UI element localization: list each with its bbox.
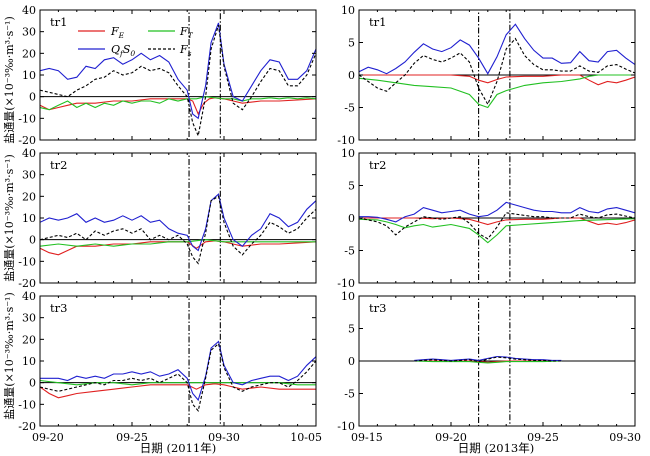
y-tick-label-tr3-2013: -5 xyxy=(344,388,355,401)
panel-tr3-2013: -10 -5 0 5 10 09-15 09-20 09-25 09-30 tr3 xyxy=(337,290,641,444)
y-tick-label-tr3-2013: 0 xyxy=(348,355,355,368)
series-line-qfs0-tr2-2013 xyxy=(359,201,635,223)
panel-tr1-2013: -10 -5 0 5 10 tr1 xyxy=(337,4,636,147)
panel-tag-tr3-2013: tr3 xyxy=(369,301,386,315)
series-group-tr1-2011 xyxy=(40,22,316,138)
panel-tr1-2011: -20 -10 0 10 20 30 40 tr1 xyxy=(18,4,317,147)
y-tick-label-tr2-2011: -10 xyxy=(18,255,36,268)
y-tick-label-tr1-2011: 20 xyxy=(22,47,36,60)
y-tick-label-tr1-2011: 0 xyxy=(29,91,36,104)
x-tick-label-tr3-2011: 09-20 xyxy=(32,431,64,444)
y-tick-label-tr3-2011: -10 xyxy=(18,398,36,411)
y-tick-label-tr1-2011: 40 xyxy=(22,4,36,17)
series-line-qfs0-tr1-2013 xyxy=(359,23,635,75)
y-tick-label-tr3-2013: 10 xyxy=(341,290,355,303)
series-group-tr1-2013 xyxy=(359,23,635,109)
x-tick-label-tr3-2013: 09-20 xyxy=(435,431,467,444)
y-tick-label-tr3-2011: 10 xyxy=(22,355,36,368)
x-tick-label-tr3-2013: 09-30 xyxy=(609,431,641,444)
series-line-fs-tr1-2011 xyxy=(40,25,316,138)
series-line-ft-tr2-2011 xyxy=(40,239,316,247)
x-tick-label-tr3-2011: 09-25 xyxy=(116,431,148,444)
y-tick-label-tr2-2011: -20 xyxy=(18,277,36,290)
y-tick-label-tr2-2011: 0 xyxy=(29,234,36,247)
series-line-qfs0-tr3-2013 xyxy=(414,355,562,361)
event-box-tr3-2011 xyxy=(188,295,221,427)
series-line-fe-tr1-2013 xyxy=(359,74,635,86)
x-axis-label-left: 日期 (2011年) xyxy=(140,441,216,455)
panel-tr3-2011: -20 -10 0 10 20 30 40 09-20 09-25 09-30 10-05 tr3 xyxy=(18,290,322,444)
y-tick-label-tr3-2011: 0 xyxy=(29,377,36,390)
x-axis-label-right: 日期 (2013年) xyxy=(458,441,534,455)
series-line-ft-tr2-2013 xyxy=(359,218,635,244)
y-tick-label-tr2-2011: 40 xyxy=(22,147,36,160)
y-tick-label-tr1-2013: 5 xyxy=(348,37,355,50)
series-line-qfs0-tr3-2011 xyxy=(40,340,316,402)
y-tick-label-tr1-2011: 10 xyxy=(22,69,36,82)
y-axis-label-bottom-left: 盐通量(×10⁻³‰·m³·s⁻¹) xyxy=(3,292,16,419)
x-tick-label-tr3-2011: 09-30 xyxy=(208,431,240,444)
panel-tr2-2011: -20 -10 0 10 20 30 40 tr2 xyxy=(18,147,317,290)
y-tick-label-tr3-2013: -10 xyxy=(337,420,355,433)
y-tick-label-tr3-2011: 20 xyxy=(22,333,36,346)
panel-tag-tr1-2011: tr1 xyxy=(50,15,67,29)
legend-label-qfs0: QfS0 xyxy=(111,43,135,58)
series-line-fs-tr2-2013 xyxy=(359,212,635,240)
series-group-tr3-2011 xyxy=(40,340,316,412)
y-tick-label-tr3-2011: 40 xyxy=(22,290,36,303)
y-tick-label-tr1-2011: -10 xyxy=(18,112,36,125)
y-tick-label-tr2-2013: -10 xyxy=(337,277,355,290)
x-tick-label-tr3-2011: 10-05 xyxy=(290,431,322,444)
legend-label-fs: Fs xyxy=(179,43,192,58)
series-group-tr2-2011 xyxy=(40,193,316,265)
series-line-qfs0-tr1-2011 xyxy=(40,22,316,120)
y-tick-label-tr1-2011: -20 xyxy=(18,134,36,147)
panel-tag-tr2-2013: tr2 xyxy=(369,158,386,172)
x-tick-label-tr3-2013: 09-25 xyxy=(527,431,559,444)
y-tick-label-tr2-2011: 30 xyxy=(22,169,36,182)
plot-frame-tr3-2011 xyxy=(39,295,317,427)
series-line-ft-tr1-2013 xyxy=(359,74,635,109)
series-line-ft-tr3-2013 xyxy=(414,360,562,364)
series-line-fs-tr3-2011 xyxy=(40,342,316,412)
y-tick-label-tr2-2013: -5 xyxy=(344,245,355,258)
y-tick-label-tr2-2013: 10 xyxy=(341,147,355,160)
y-tick-label-tr1-2013: -5 xyxy=(344,102,355,115)
x-tick-label-tr3-2013: 09-15 xyxy=(351,431,383,444)
y-tick-label-tr2-2013: 0 xyxy=(348,212,355,225)
legend-label-ft: FT xyxy=(179,25,194,40)
y-tick-label-tr2-2011: 10 xyxy=(22,212,36,225)
legend-label-fe: FE xyxy=(110,25,125,40)
y-tick-label-tr1-2013: 10 xyxy=(341,4,355,17)
y-tick-label-tr3-2011: -20 xyxy=(18,420,36,433)
y-tick-label-tr1-2013: -10 xyxy=(337,134,355,147)
panel-tag-tr3-2011: tr3 xyxy=(50,301,67,315)
y-tick-label-tr3-2011: 30 xyxy=(22,312,36,325)
series-line-fe-tr3-2011 xyxy=(40,383,316,399)
series-group-tr3-2013 xyxy=(414,355,562,364)
legend: FE FT QfS0 Fs xyxy=(78,25,194,58)
plot-frame-tr1-2011 xyxy=(39,9,317,141)
series-line-fs-tr1-2013 xyxy=(359,37,635,106)
panel-tr2-2013: -10 -5 0 5 10 tr2 xyxy=(337,147,636,290)
series-line-fe-tr2-2011 xyxy=(40,240,316,256)
y-tick-label-tr2-2011: 20 xyxy=(22,190,36,203)
series-line-ft-tr3-2011 xyxy=(40,379,316,386)
panels: -20-10010203040tr1-20-10010203040tr2-20-… xyxy=(18,4,641,444)
series-line-fs-tr2-2011 xyxy=(40,195,316,265)
series-line-ft-tr1-2011 xyxy=(40,96,316,111)
panel-tag-tr1-2013: tr1 xyxy=(369,15,386,29)
series-line-qfs0-tr2-2011 xyxy=(40,193,316,252)
y-tick-label-tr1-2011: 30 xyxy=(22,26,36,39)
panel-tag-tr2-2011: tr2 xyxy=(50,158,67,172)
y-tick-label-tr3-2013: 5 xyxy=(348,323,355,336)
y-axis-label-top-left: 盐通量(×10⁻³‰·m³·s⁻¹) xyxy=(3,16,16,143)
y-tick-label-tr2-2013: 5 xyxy=(348,180,355,193)
y-tick-label-tr1-2013: 0 xyxy=(348,69,355,82)
y-axis-label-middle-left: 盐通量(×10⁻³‰·m³·s⁻¹) xyxy=(3,154,16,281)
event-box-tr2-2011 xyxy=(188,152,221,284)
series-group-tr2-2013 xyxy=(359,201,635,244)
